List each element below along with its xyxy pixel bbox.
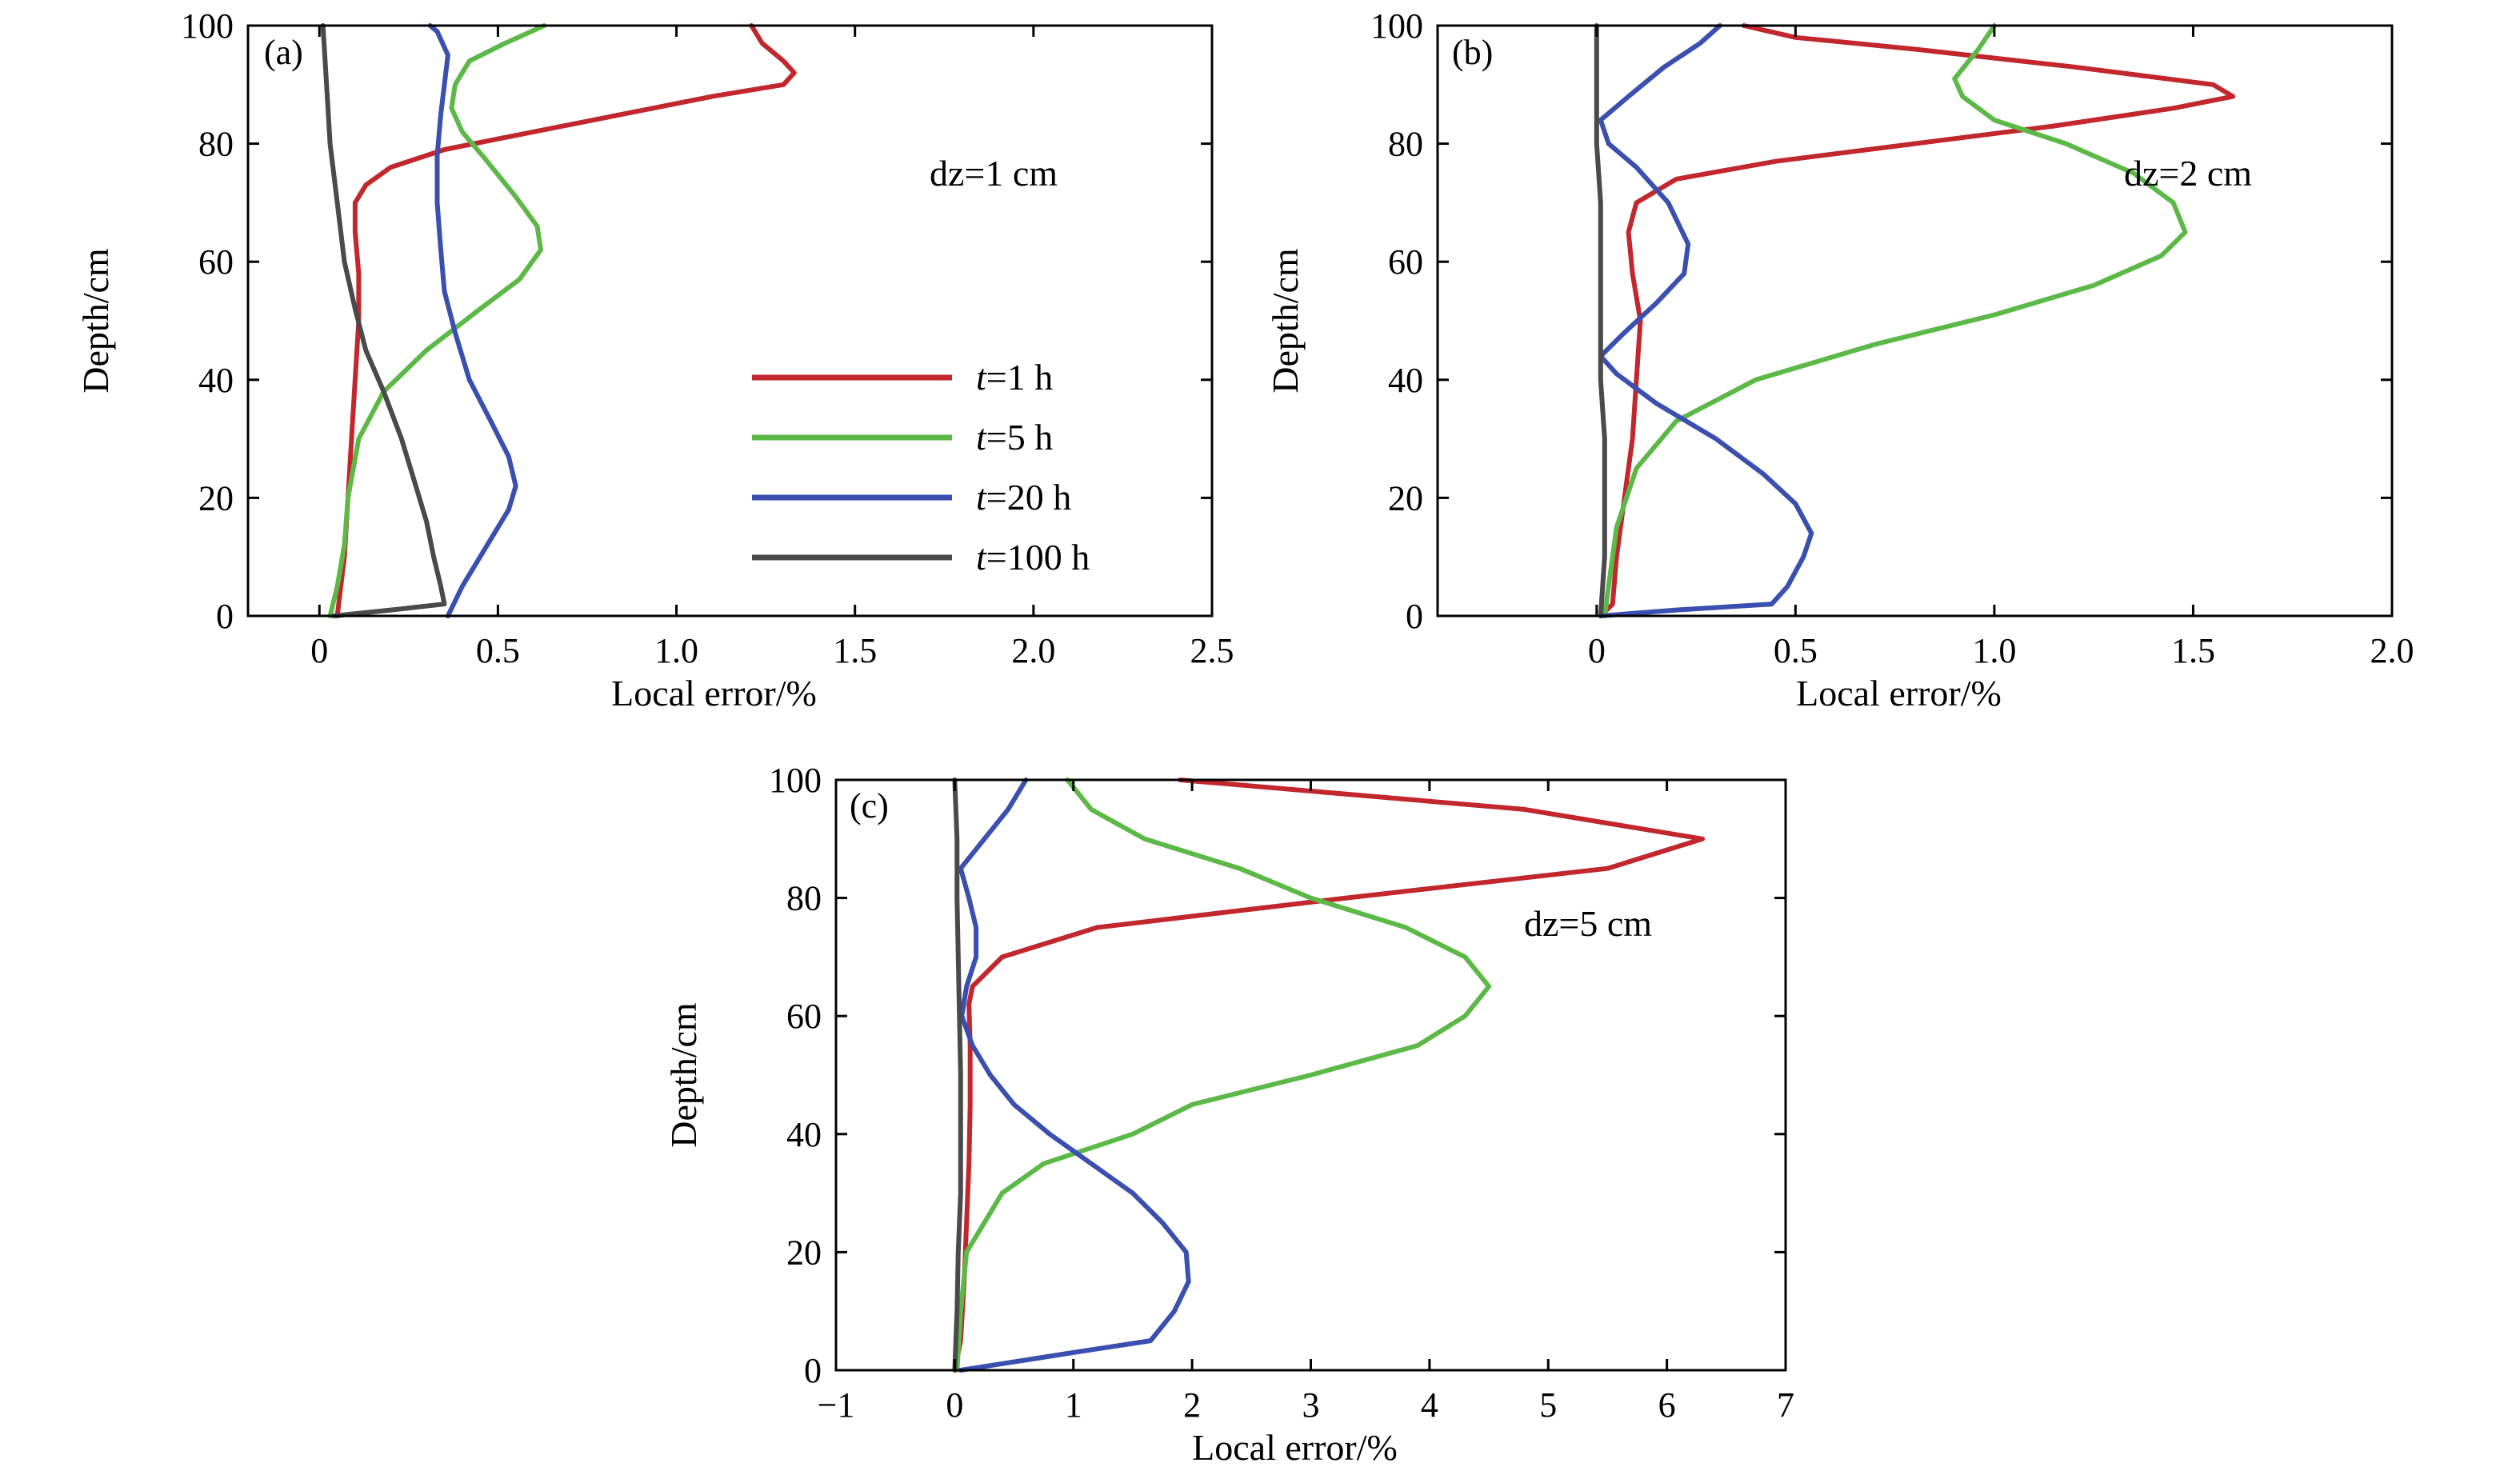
x-tick-label: 2.0 — [1011, 631, 1055, 670]
series-line-t1 — [952, 777, 1706, 1373]
x-tick-label: 3 — [1302, 1385, 1320, 1425]
series-line-t5 — [954, 777, 1492, 1373]
panel-label: (a) — [264, 33, 303, 72]
y-axis-label: Depth/cm — [75, 248, 116, 394]
y-tick-label: 100 — [769, 761, 822, 800]
dz-annotation: dz=2 cm — [2124, 153, 2252, 194]
chart-panel-b: 0 0.5 1.0 1.5 2.0 0 20 40 60 80 100 Local error/% De… — [1265, 6, 2414, 714]
y-tick-label: 100 — [181, 6, 234, 46]
plot-frame — [1436, 24, 2394, 618]
x-axis-label: Local error/% — [1192, 1427, 1398, 1468]
x-tick-label: 0.5 — [1774, 631, 1818, 670]
y-tick-label: 80 — [198, 125, 234, 164]
y-tick-label: 20 — [1388, 478, 1423, 518]
y-tick-label: 0 — [1406, 597, 1423, 636]
x-axis-label: Local error/% — [611, 673, 817, 714]
y-tick-label: 0 — [216, 597, 234, 636]
x-tick-label: 5 — [1539, 1385, 1557, 1425]
series-line-t100 — [952, 777, 963, 1373]
series-line-t20 — [1598, 23, 1814, 618]
dz-annotation: dz=1 cm — [930, 153, 1058, 194]
x-tick-label: 2.5 — [1190, 631, 1234, 670]
x-axis-label: Local error/% — [1796, 673, 2002, 714]
y-axis-label: Depth/cm — [663, 1002, 704, 1148]
plot-frame — [246, 24, 1214, 618]
x-tick-label: 1.0 — [1972, 631, 2016, 670]
legend-label: t=100 h — [976, 537, 1090, 578]
x-tick-label: 1.5 — [833, 631, 877, 670]
x-tick-label: 1 — [1065, 1385, 1082, 1425]
x-tick-label: 6 — [1658, 1385, 1676, 1425]
series-line-t1 — [334, 23, 797, 618]
y-tick-label: 20 — [198, 478, 234, 518]
legend-label: t=1 h — [976, 357, 1053, 398]
legend-label: t=20 h — [976, 477, 1071, 518]
y-tick-label: 80 — [786, 879, 822, 918]
y-tick-label: 40 — [786, 1115, 822, 1154]
series-line-t5 — [1602, 23, 2188, 618]
y-tick-label: 40 — [1388, 361, 1423, 400]
y-axis-label: Depth/cm — [1265, 248, 1306, 394]
x-tick-label: 0.5 — [476, 631, 520, 670]
series-line-t100 — [320, 23, 447, 618]
series-line-t1 — [1598, 23, 2236, 618]
series-line-t5 — [327, 23, 547, 618]
x-tick-label: 2 — [1183, 1385, 1201, 1425]
x-tick-label: 2.0 — [2370, 631, 2414, 670]
x-tick-label: −1 — [818, 1385, 855, 1425]
x-tick-label: 0 — [1588, 631, 1606, 670]
x-tick-label: 1.0 — [654, 631, 698, 670]
x-tick-label: 7 — [1777, 1385, 1794, 1425]
series-line-t20 — [427, 23, 518, 618]
panel-label: (c) — [850, 786, 889, 825]
x-tick-label: 4 — [1421, 1385, 1438, 1425]
x-tick-label: 0 — [946, 1385, 963, 1425]
y-tick-label: 0 — [804, 1351, 822, 1390]
x-tick-label: 0 — [310, 631, 328, 670]
panel-label: (b) — [1452, 33, 1493, 72]
y-tick-label: 40 — [198, 361, 234, 400]
y-tick-label: 100 — [1370, 6, 1423, 46]
y-tick-label: 60 — [786, 997, 822, 1036]
legend-label: t=5 h — [976, 417, 1053, 458]
dz-annotation: dz=5 cm — [1524, 903, 1652, 944]
y-tick-label: 80 — [1388, 125, 1423, 164]
series-line-t20 — [958, 777, 1191, 1373]
chart-panel-a: 0 0.5 1.0 1.5 2.0 2.5 0 20 40 60 80 100 Local error/… — [75, 6, 1234, 714]
y-tick-label: 60 — [198, 242, 234, 282]
y-tick-label: 60 — [1388, 242, 1423, 282]
y-tick-label: 20 — [786, 1233, 822, 1272]
series-line-t100 — [1594, 23, 1607, 618]
x-tick-label: 1.5 — [2171, 631, 2215, 670]
